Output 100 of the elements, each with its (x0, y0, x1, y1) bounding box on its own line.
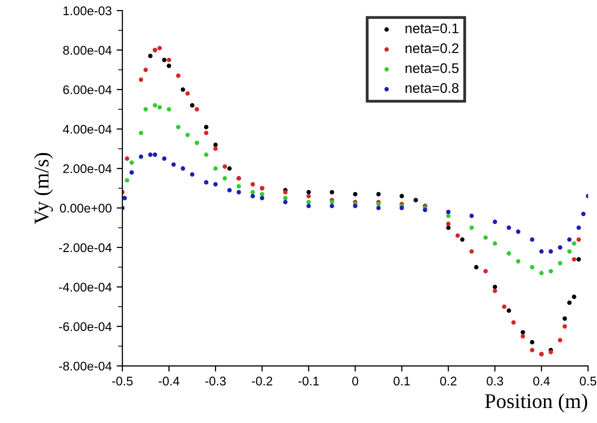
point (194, 140, 200, 146)
point (222, 176, 228, 181)
point (138, 154, 144, 159)
point (511, 320, 516, 325)
point (516, 259, 520, 264)
point (548, 268, 553, 274)
point (353, 192, 358, 196)
point (539, 249, 544, 254)
point (530, 348, 534, 352)
point (143, 107, 148, 112)
point (204, 124, 208, 130)
x-tick-label: 0.5 (580, 376, 596, 386)
point (558, 245, 562, 250)
point (492, 220, 498, 224)
point (446, 210, 451, 214)
point (576, 237, 581, 242)
x-tick-label: 0 (352, 376, 358, 386)
x-tick-label: -0.5 (112, 376, 133, 386)
point (190, 103, 194, 108)
point (520, 330, 526, 335)
point (306, 194, 311, 198)
point (180, 87, 186, 92)
point (180, 166, 186, 171)
point (176, 74, 180, 78)
x-tick-label: -0.1 (298, 376, 319, 386)
point (171, 162, 176, 167)
point (530, 237, 534, 242)
y-tick-label: -4.00e-04 (59, 282, 112, 292)
point (130, 170, 134, 175)
legend-label: neta=0.8 (406, 83, 459, 93)
point (558, 261, 562, 266)
x-tick-label: 0.3 (486, 376, 504, 386)
legend-label: neta=0.1 (406, 23, 458, 34)
point (143, 68, 148, 72)
point (516, 229, 520, 234)
x-tick-label: 0.4 (533, 376, 550, 386)
point (581, 212, 586, 216)
point (520, 334, 526, 338)
point (530, 265, 534, 270)
point (558, 338, 562, 342)
point (572, 257, 576, 262)
point (567, 300, 572, 305)
point (162, 156, 166, 161)
y-tick-label: 8.00e-04 (63, 46, 112, 55)
point (502, 304, 506, 309)
point (446, 222, 451, 226)
point (260, 192, 264, 196)
point (227, 166, 232, 171)
y-tick-label: 0.00e+00 (60, 204, 112, 213)
point (124, 178, 130, 183)
point (506, 251, 512, 256)
legend-label: neta=0.2 (406, 43, 458, 54)
point (213, 182, 218, 186)
point (572, 241, 576, 246)
y-tick-label: -2.00e-04 (59, 243, 112, 252)
point (148, 54, 153, 58)
point (176, 124, 180, 130)
point (204, 152, 208, 157)
x-tick-label: -0.3 (205, 376, 226, 386)
point (166, 64, 172, 68)
point (506, 308, 512, 313)
point (250, 190, 255, 194)
point (236, 190, 241, 194)
point (483, 235, 488, 240)
y-axis-title: Vy (m/s) (34, 152, 53, 224)
y-tick-label: -8.00e-04 (59, 362, 112, 371)
y-tick-label: 1.00e-03 (64, 6, 112, 16)
point (446, 226, 451, 230)
x-tick-label: 0.1 (394, 376, 410, 386)
point (506, 226, 512, 230)
point (204, 130, 208, 136)
point (213, 166, 218, 171)
point (376, 206, 381, 210)
point (306, 204, 311, 208)
point (306, 200, 311, 204)
point (567, 237, 572, 242)
y-tick-label: 4.00e-04 (62, 124, 112, 134)
point (124, 156, 130, 161)
point (190, 172, 194, 177)
point (185, 91, 190, 96)
point (548, 249, 553, 254)
point (376, 192, 381, 196)
point (455, 233, 460, 238)
point (122, 196, 127, 200)
point (572, 294, 576, 299)
point (400, 194, 404, 198)
point (213, 146, 218, 151)
point (469, 226, 474, 230)
point (567, 249, 572, 254)
point (162, 58, 166, 62)
point (260, 196, 264, 200)
point (130, 160, 134, 165)
point (469, 214, 474, 218)
point (492, 288, 498, 294)
point (283, 196, 288, 200)
point (483, 268, 488, 274)
point (166, 107, 172, 112)
point (576, 226, 581, 230)
point (204, 180, 208, 185)
point (138, 77, 144, 82)
